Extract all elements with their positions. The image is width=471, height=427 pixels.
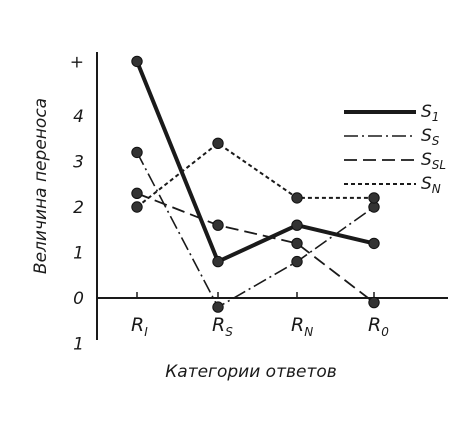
data-point [131,187,143,200]
legend-label-main: S [421,102,432,122]
legend-label-sub: N [432,182,441,196]
series-line-dash-dot [136,152,375,308]
y-tick-labels: 1 0 1 2 3 4 + [70,52,84,354]
x-axis-title: Категории ответов [165,362,337,382]
y-tick-label: 2 [73,198,84,218]
y-axis-title: Величина переноса [31,98,51,274]
y-tick-label: 4 [73,107,84,127]
series-line-dotted [136,142,374,208]
x-tick-label: R0 [368,314,389,339]
data-point [291,255,303,268]
x-tick-label-sub: N [304,325,313,339]
data-point [212,255,224,268]
data-point [212,137,224,150]
x-tick-label: RS [212,314,233,339]
legend-label: SS [421,126,440,148]
data-markers [131,55,380,313]
data-point [212,301,224,313]
legend-label-sub: S [432,134,440,148]
data-point [368,296,380,309]
series-line-dashed [136,192,375,304]
y-tick-label: 1 [73,335,84,355]
legend-label-main: S [421,174,432,194]
data-point [291,192,303,204]
y-tick-label: 0 [73,289,84,309]
x-tick-label: RN [291,314,313,339]
x-tick-label-sub: S [225,325,233,339]
x-tick-labels: RI RS RN R0 [131,292,389,339]
data-point [131,201,143,213]
data-point [131,55,143,68]
legend-label: SSL [421,150,446,172]
x-tick-label: RI [131,314,148,339]
x-tick-label-sub: 0 [381,325,389,339]
data-point [368,192,380,204]
y-tick-label: + [70,52,84,72]
data-point [291,237,303,250]
data-point [368,237,380,250]
data-point [131,146,143,159]
legend-label-main: S [421,150,432,170]
x-tick-label-sub: I [144,325,148,339]
legend-label-sub: SL [432,158,446,172]
legend-label: S1 [421,102,439,124]
x-tick-label-main: R [291,314,304,336]
y-tick-label: 3 [73,153,84,173]
legend-label-main: S [421,126,432,146]
x-tick-label-main: R [131,314,144,336]
data-point [212,219,224,231]
y-tick-label: 1 [73,244,84,264]
series-lines [135,60,375,308]
x-tick-label-main: R [368,314,381,336]
legend-label: SN [421,174,441,196]
x-tick-label-main: R [212,314,225,336]
legend-label-sub: 1 [432,110,440,124]
data-point [291,219,303,231]
